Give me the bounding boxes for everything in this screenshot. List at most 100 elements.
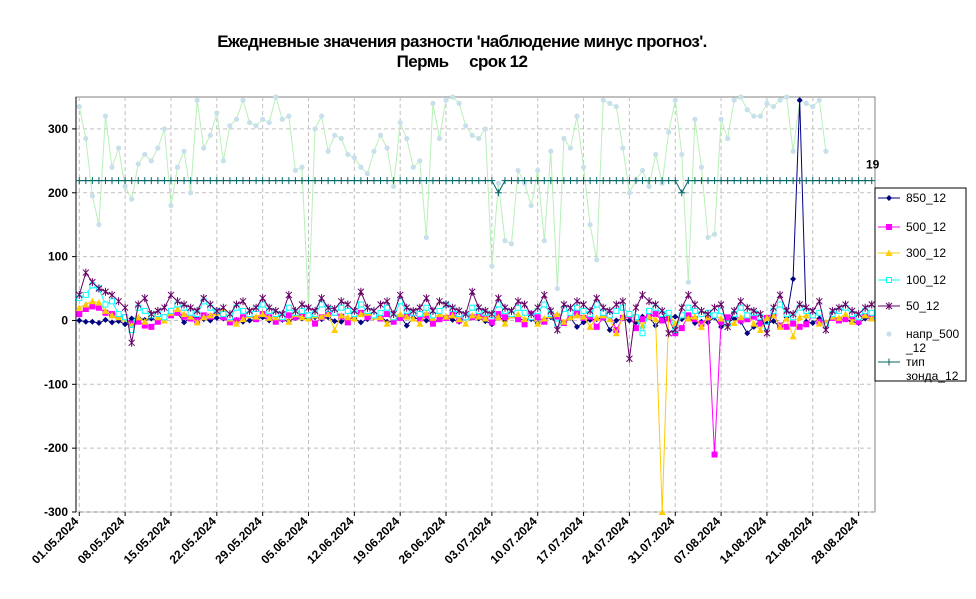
data-point <box>691 313 699 320</box>
data-point <box>430 100 436 106</box>
data-point <box>174 164 181 170</box>
data-point <box>737 304 744 311</box>
data-point <box>553 177 561 185</box>
data-point <box>240 97 246 103</box>
data-point <box>338 304 345 311</box>
data-point <box>108 311 116 319</box>
data-point <box>777 97 783 103</box>
data-point <box>416 320 424 327</box>
data-point <box>711 177 719 185</box>
data-point <box>639 316 646 323</box>
data-point <box>560 177 568 185</box>
y-axis: 300 200 100 0 -100 -200 -300 <box>44 97 77 519</box>
data-point <box>698 164 705 170</box>
data-point <box>331 177 339 185</box>
data-point <box>476 135 482 142</box>
data-point <box>239 315 247 323</box>
data-point <box>311 306 319 315</box>
data-point <box>344 319 351 326</box>
data-point <box>475 303 483 312</box>
data-point <box>731 97 737 103</box>
data-point <box>803 321 810 328</box>
data-point <box>691 307 698 314</box>
data-point <box>776 323 784 330</box>
data-point <box>789 310 797 319</box>
data-point <box>620 145 626 151</box>
data-point <box>750 320 758 327</box>
data-point <box>521 315 529 323</box>
data-point <box>678 325 685 332</box>
data-point <box>842 316 849 323</box>
data-point <box>187 303 194 312</box>
data-point <box>855 177 863 185</box>
data-point <box>653 151 659 158</box>
data-point <box>298 177 306 185</box>
data-point <box>383 297 391 306</box>
data-point <box>147 310 155 319</box>
data-point <box>475 177 483 185</box>
x-tick-label: 03.07.2024 <box>442 514 495 567</box>
data-point <box>82 301 90 308</box>
data-point <box>685 304 692 311</box>
data-point <box>397 314 404 321</box>
data-point <box>639 290 646 299</box>
x-tick-label: 26.06.2024 <box>396 514 449 567</box>
data-point <box>750 177 758 185</box>
legend-marker <box>886 195 892 201</box>
data-point <box>390 318 397 325</box>
data-point <box>161 303 168 312</box>
data-point <box>456 100 462 106</box>
data-point <box>593 323 600 330</box>
data-point <box>580 164 587 170</box>
data-point <box>396 290 404 299</box>
data-point <box>861 177 869 185</box>
data-point <box>102 287 109 296</box>
data-point <box>377 177 385 185</box>
data-point <box>593 314 601 321</box>
x-tick-label: 12.06.2024 <box>304 514 357 567</box>
data-point <box>658 508 666 515</box>
data-point <box>134 313 142 321</box>
data-point <box>429 306 437 315</box>
series-50_12 <box>75 268 882 363</box>
data-point <box>606 315 614 323</box>
data-point <box>390 177 398 185</box>
data-point <box>219 177 227 185</box>
data-point <box>554 285 560 292</box>
data-point <box>154 318 161 325</box>
data-point <box>129 196 135 202</box>
data-point <box>285 312 292 319</box>
data-point <box>252 313 260 320</box>
data-point <box>678 303 686 312</box>
data-point <box>756 326 764 334</box>
data-point <box>684 290 692 299</box>
data-point <box>659 317 666 324</box>
data-point <box>717 315 725 322</box>
legend-label: 500_12 <box>906 220 946 234</box>
data-point <box>521 300 528 309</box>
legend-marker <box>886 224 892 230</box>
data-point <box>580 313 588 320</box>
data-point <box>174 177 182 185</box>
data-point <box>639 167 646 174</box>
data-point <box>370 177 378 185</box>
data-point <box>528 202 534 209</box>
data-point <box>220 311 227 318</box>
data-point <box>193 177 201 185</box>
legend-marker <box>885 302 893 310</box>
data-point <box>253 123 259 129</box>
data-point <box>220 158 226 164</box>
data-point <box>213 314 220 321</box>
legend-marker <box>886 277 892 283</box>
data-point <box>612 300 620 309</box>
data-point <box>304 177 312 185</box>
data-point <box>75 290 83 299</box>
data-point <box>442 177 450 185</box>
data-point <box>324 310 332 318</box>
data-point <box>815 320 823 327</box>
data-point <box>508 241 515 247</box>
data-point <box>574 304 581 311</box>
data-point <box>147 177 155 185</box>
data-point <box>383 320 391 327</box>
data-point <box>95 299 103 306</box>
